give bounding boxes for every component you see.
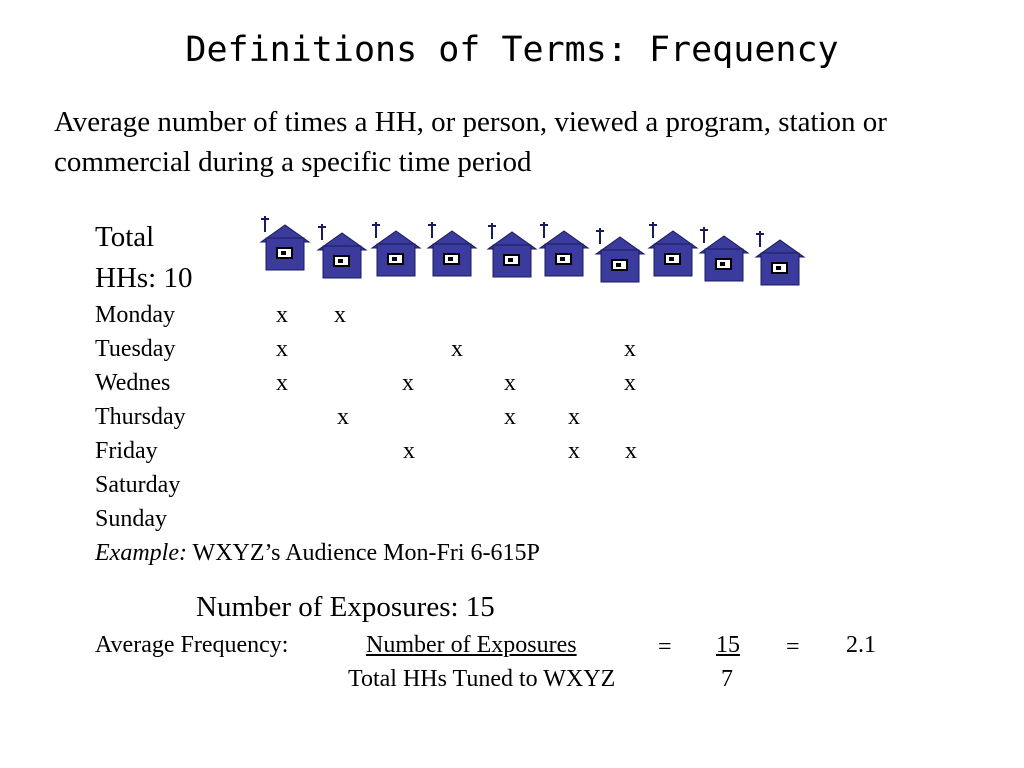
formula-numerator-value: 15: [716, 632, 740, 658]
day-label: Sunday: [95, 506, 167, 532]
house-icon: [538, 222, 590, 277]
house-icon: [754, 231, 806, 286]
formula-equals-2: =: [786, 634, 800, 660]
viewing-mark: x: [451, 336, 463, 362]
viewing-mark: x: [504, 370, 516, 396]
exposures-count: Number of Exposures: 15: [196, 591, 495, 623]
house-icon: [698, 227, 750, 282]
viewing-mark: x: [403, 438, 415, 464]
day-label: Friday: [95, 438, 158, 464]
viewing-mark: x: [276, 336, 288, 362]
day-label: Tuesday: [95, 336, 176, 362]
house-icon: [259, 216, 311, 271]
page-title: Definitions of Terms: Frequency: [185, 30, 839, 70]
house-icon: [594, 228, 646, 283]
example-text: WXYZ’s Audience Mon-Fri 6-615P: [186, 540, 540, 566]
viewing-mark: x: [624, 370, 636, 396]
viewing-mark: x: [568, 438, 580, 464]
definition-text: Average number of times a HH, or person,…: [54, 106, 887, 178]
formula-equals-1: =: [658, 634, 672, 660]
house-icon: [316, 224, 368, 279]
house-icon: [647, 222, 699, 277]
viewing-mark: x: [568, 404, 580, 430]
avg-frequency-label: Average Frequency:: [95, 632, 289, 658]
viewing-mark: x: [504, 404, 516, 430]
example-label: Example:: [95, 540, 187, 566]
viewing-mark: x: [337, 404, 349, 430]
day-label: Thursday: [95, 404, 186, 430]
viewing-mark: x: [334, 302, 346, 328]
formula-denominator-text: Total HHs Tuned to WXYZ: [348, 666, 616, 692]
formula-result: 2.1: [846, 632, 876, 658]
day-label: Saturday: [95, 472, 181, 498]
viewing-mark: x: [276, 370, 288, 396]
total-hhs-label-line1: Total: [95, 221, 155, 253]
day-label: Monday: [95, 302, 175, 328]
formula-denominator-value: 7: [721, 666, 733, 692]
house-icon: [486, 223, 538, 278]
day-label: Wednes: [95, 370, 171, 396]
total-hhs-label-line2: HHs: 10: [95, 262, 193, 294]
viewing-mark: x: [276, 302, 288, 328]
house-icon: [426, 222, 478, 277]
viewing-mark: x: [625, 438, 637, 464]
viewing-mark: x: [624, 336, 636, 362]
formula-numerator-text: Number of Exposures: [366, 632, 577, 658]
house-icon: [370, 222, 422, 277]
houses-illustration: [259, 216, 806, 286]
viewing-mark: x: [402, 370, 414, 396]
example-line: Example: WXYZ’s Audience Mon-Fri 6-615P: [95, 538, 540, 568]
